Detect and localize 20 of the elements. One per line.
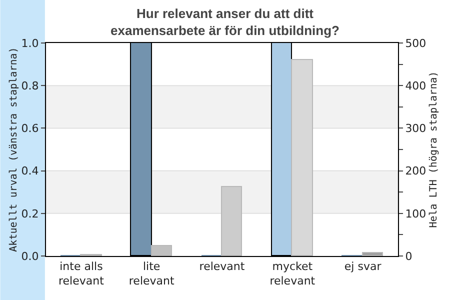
x-tick-label: mycket relevant [270, 260, 316, 288]
y-tick-label: 0.4 [21, 164, 39, 178]
x-tick-label: relevant [199, 260, 246, 274]
y2-tick-label: 400 [405, 79, 426, 92]
y-tick-label: 0.2 [21, 207, 39, 220]
y2-axis-title: Hela LTH (högra staplarna) [428, 71, 440, 228]
y2-tick-label: 0 [405, 250, 412, 263]
y-tick-label: 0.8 [21, 79, 39, 92]
chart-title: Hur relevant anser du att ditt examensarbete är för din utbildning? [110, 6, 340, 38]
y2-tick-label: 500 [405, 36, 426, 50]
y-tick-label: 1.0 [21, 36, 39, 50]
y-axis-title: Aktuellt urval (vänstra staplarna) [8, 47, 20, 252]
x-tick-label: lite relevant [128, 260, 175, 288]
y2-tick-label: 300 [405, 122, 426, 136]
y-tick-label: 0.0 [21, 250, 39, 263]
x-tick-label: inte alls relevant [58, 260, 105, 288]
y2-tick-label: 100 [405, 207, 426, 220]
x-tick-label: ej svar [344, 260, 382, 274]
y2-tick-label: 200 [405, 164, 426, 178]
y-tick-label: 0.6 [21, 122, 39, 136]
